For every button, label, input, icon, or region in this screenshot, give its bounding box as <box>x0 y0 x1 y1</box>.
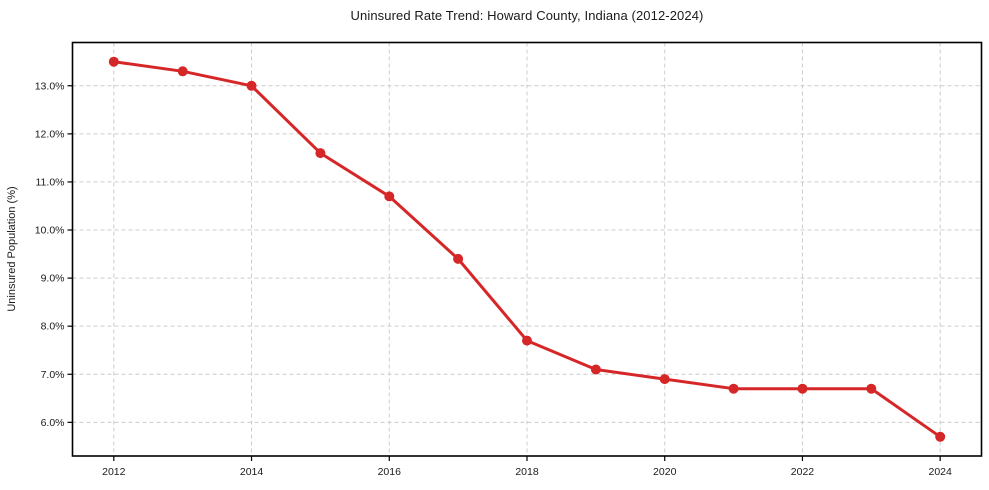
data-point-2015 <box>315 148 326 159</box>
data-point-2014 <box>246 80 257 91</box>
y-tick-label: 11.0% <box>36 176 65 188</box>
x-tick-label: 2012 <box>102 466 126 478</box>
y-tick-label: 7.0% <box>41 369 65 381</box>
data-point-2022 <box>797 383 808 394</box>
y-tick-label: 12.0% <box>35 128 65 140</box>
x-tick-label: 2018 <box>515 466 539 478</box>
data-point-2023 <box>866 383 877 394</box>
data-point-2018 <box>522 335 532 346</box>
data-point-2012 <box>108 56 119 67</box>
data-point-2020 <box>659 374 670 385</box>
y-tick-label: 10.0% <box>35 225 65 237</box>
data-point-2013 <box>177 66 188 77</box>
data-point-2017 <box>453 253 464 264</box>
y-tick-label: 8.0% <box>41 321 65 333</box>
x-tick-label: 2016 <box>378 466 402 478</box>
y-tick-label: 6.0% <box>41 417 65 429</box>
x-tick-label: 2022 <box>791 466 815 478</box>
data-point-2024 <box>935 431 946 442</box>
y-tick-label: 9.0% <box>41 273 65 285</box>
data-point-2021 <box>728 383 739 394</box>
x-tick-label: 2020 <box>653 466 677 478</box>
x-tick-label: 2024 <box>929 466 953 478</box>
data-point-2016 <box>384 191 395 202</box>
data-point-2019 <box>590 364 601 375</box>
y-tick-label: 13.0% <box>35 80 65 92</box>
chart-title: Uninsured Rate Trend: Howard County, Ind… <box>350 8 704 23</box>
x-tick-label: 2014 <box>240 466 264 478</box>
